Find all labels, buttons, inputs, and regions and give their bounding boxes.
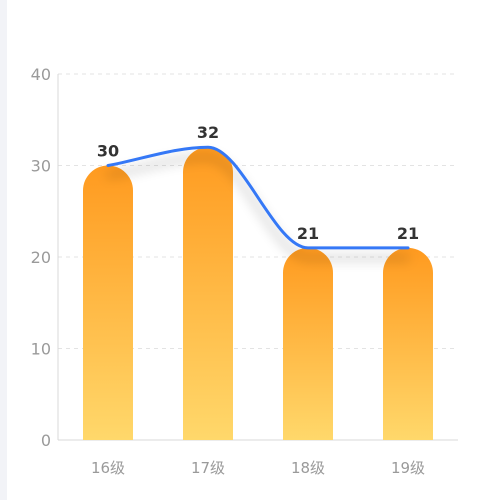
bar [83,165,133,440]
y-tick-labels: 0 10 20 30 40 [31,65,51,450]
series-line [106,145,410,250]
x-tick-label: 16级 [91,459,125,477]
x-tick-label: 17级 [191,459,225,477]
data-label: 32 [197,123,219,142]
y-tick-label: 40 [31,65,51,84]
data-label: 21 [297,224,319,243]
line-series [106,145,410,250]
bar [183,147,233,440]
y-tick-label: 10 [31,340,51,359]
bar [283,247,333,440]
data-label: 30 [97,142,119,161]
data-labels: 30 32 21 21 [97,123,419,243]
x-tick-label: 18级 [291,459,325,477]
y-tick-label: 20 [31,248,51,267]
bar [383,247,433,440]
x-tick-label: 19级 [391,459,425,477]
y-tick-label: 0 [41,431,51,450]
data-label: 21 [397,224,419,243]
x-tick-labels: 16级 17级 18级 19级 [91,459,425,477]
bars [83,147,433,440]
y-tick-label: 30 [31,157,51,176]
left-edge-strip [0,0,7,500]
